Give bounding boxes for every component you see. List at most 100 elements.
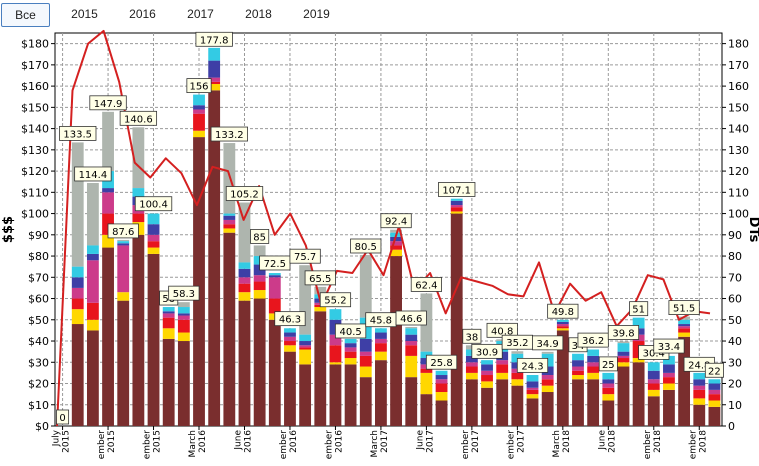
data-label-box: [547, 303, 579, 319]
tab-2017[interactable]: 2017: [187, 7, 214, 21]
left-axis-ticks: $0 $10 $20 $30 $40 $50 $60 $70 $80 $90 $100 $110 $12…: [21, 38, 55, 433]
data-label-box: [274, 311, 306, 327]
data-label-box: [704, 362, 724, 378]
bar-segment: [375, 343, 387, 352]
x-tick-label: ember: [97, 430, 107, 460]
data-label-box: [380, 213, 412, 229]
ghost-bar: [117, 239, 130, 242]
data-label-box: [56, 409, 70, 425]
bar-segment: [663, 377, 675, 384]
bar-segment: [359, 355, 372, 367]
bar-segment: [602, 400, 615, 426]
bar-segment: [329, 345, 342, 363]
data-label: 133.5: [63, 129, 92, 140]
x-tick-label: 2015: [153, 430, 163, 453]
data-label-box: [350, 238, 382, 254]
y-tick-label-left: $120: [21, 165, 49, 178]
bar-segment: [390, 245, 402, 250]
data-label-box: [577, 332, 609, 348]
bar-segment: [71, 324, 84, 426]
data-label-box: [250, 229, 270, 244]
bar-segment: [299, 347, 312, 350]
bar-segment: [71, 287, 84, 299]
y-tick-label-right: 30: [728, 356, 742, 369]
data-label-box: [532, 335, 564, 351]
bar-segment: [465, 355, 478, 363]
x-tick-label: ember: [688, 430, 698, 460]
data-label-box: [598, 356, 618, 372]
x-tick-label: ember: [461, 430, 471, 460]
tab-2016[interactable]: 2016: [129, 7, 156, 21]
bar-segment: [238, 283, 251, 293]
bar-segment: [647, 362, 660, 371]
tab-2015[interactable]: 2015: [71, 7, 98, 21]
data-label: 75.7: [294, 252, 316, 263]
data-label: 62.4: [415, 280, 437, 291]
y-tick-label-left: $130: [21, 144, 49, 157]
bar-segment: [390, 249, 402, 257]
bar-segment: [268, 273, 281, 276]
data-label-box: [462, 328, 482, 344]
bar-segment: [405, 345, 418, 356]
y-tick-label-right: 110: [728, 186, 749, 199]
tab-all[interactable]: Все: [1, 3, 50, 27]
bar-segment: [238, 268, 251, 278]
tab-2019[interactable]: 2019: [303, 7, 330, 21]
bar-segment: [678, 336, 691, 426]
bar-segment: [359, 338, 372, 352]
bar-segment: [253, 298, 266, 426]
bar-segment: [526, 389, 539, 395]
bar-segment: [208, 81, 221, 84]
x-tick-label: March: [370, 430, 380, 457]
bar-segment: [556, 321, 569, 325]
bar-segment: [86, 330, 99, 426]
bar-segment: [208, 47, 221, 61]
y-tick-label-left: $180: [21, 38, 49, 51]
bar-segment: [663, 389, 675, 426]
bar-segment: [602, 383, 615, 388]
bar-segment: [617, 355, 630, 359]
bar-segment: [587, 355, 600, 363]
bar-segment: [632, 362, 645, 426]
bar-segment: [647, 389, 660, 397]
bar-segment: [344, 338, 357, 344]
data-label: 24.3: [521, 361, 543, 372]
bar-segment: [238, 292, 251, 301]
tab-2018[interactable]: 2018: [245, 7, 272, 21]
bar-segment: [375, 351, 387, 361]
bar-segment: [617, 358, 630, 363]
x-tick-label: 2015: [62, 430, 72, 453]
bar-segment: [465, 379, 478, 426]
bar-segment: [223, 228, 236, 233]
x-tick-label: June: [415, 430, 425, 451]
data-label: 85: [253, 232, 266, 243]
bar-segment: [299, 341, 312, 346]
bar-segment: [450, 211, 463, 214]
y-tick-label-right: 180: [728, 38, 749, 51]
ghost-bar: [617, 341, 630, 344]
bar-segment: [450, 207, 463, 212]
ghost-bar: [511, 351, 524, 354]
bar-segment: [284, 341, 296, 346]
bar-segment: [647, 379, 660, 384]
bar-segment: [238, 300, 251, 426]
stacked-bars: [71, 47, 721, 427]
ghost-bar: [678, 316, 691, 320]
x-tick-label: June: [597, 430, 607, 451]
bar-segment: [678, 319, 691, 325]
y-tick-label-left: $90: [28, 229, 49, 242]
data-label-box: [471, 343, 503, 359]
y-tick-label-right: 80: [728, 250, 742, 263]
data-label-box: [210, 126, 248, 142]
bar-segment: [375, 360, 387, 426]
bar-segment: [556, 330, 569, 426]
bar-segment: [587, 349, 600, 356]
bar-segment: [541, 392, 554, 426]
bar-segment: [481, 387, 493, 426]
data-label-box: [425, 354, 458, 370]
y-tick-label-left: $50: [28, 314, 49, 327]
bar-segment: [526, 387, 539, 390]
x-tick-label: 2018: [562, 430, 572, 453]
bar-segment: [314, 311, 327, 426]
data-label-box: [304, 270, 336, 286]
